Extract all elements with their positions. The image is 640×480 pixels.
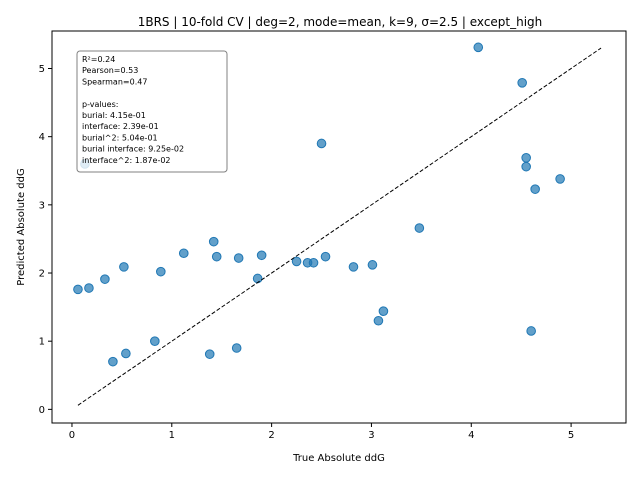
stats-box [76,50,228,173]
reference-line [77,47,602,406]
stats-line: interface: 2.39e-01 [82,122,159,131]
data-point-8 [150,336,160,346]
data-point-33 [530,184,540,194]
data-point-4 [100,274,110,284]
data-point-15 [233,253,244,263]
data-point-12 [208,236,219,247]
stats-line: R²=0.24 [82,55,115,64]
data-point-30 [521,153,531,163]
data-point-7 [121,348,131,359]
chart-title: 1BRS | 10-fold CV | deg=2, mode=mean, k=… [138,15,543,29]
data-point-23 [348,262,359,272]
stats-line: Spearman=0.47 [82,77,147,86]
y-tick-label: 3 [39,200,45,211]
data-point-34 [555,174,565,184]
data-point-17 [256,250,267,261]
stats-line: p-values: [82,100,118,109]
data-point-14 [231,343,242,353]
plot-area-frame [51,30,627,424]
stats-line: burial^2: 5.04e-01 [82,133,158,142]
y-tick-label: 5 [39,64,45,75]
x-tick-label: 4 [468,430,474,441]
data-point-21 [316,138,327,149]
data-point-13 [211,251,222,262]
data-point-26 [378,306,389,316]
x-tick-label: 3 [368,430,374,441]
data-point-1 [73,284,83,295]
y-tick-label: 4 [39,132,45,143]
y-tick-label: 0 [39,405,45,416]
stats-line: interface^2: 1.87e-02 [82,156,171,165]
x-tick-label: 0 [69,430,75,441]
data-point-29 [517,78,527,88]
x-tick-label: 2 [268,430,274,441]
data-point-31 [521,161,531,172]
data-point-18 [291,256,302,267]
data-point-24 [367,260,378,270]
data-point-27 [414,223,425,233]
data-point-11 [204,349,215,359]
data-point-6 [119,262,129,272]
y-tick-label: 1 [39,337,45,348]
data-point-20 [308,257,319,268]
data-point-9 [156,266,166,277]
y-axis-label: Predicted Absolute ddG [16,168,27,285]
data-point-2 [84,283,94,293]
y-tick-label: 2 [39,269,45,280]
data-point-25 [373,315,384,326]
data-point-10 [178,248,189,259]
data-point-16 [252,273,263,284]
x-axis-label: True Absolute ddG [292,453,385,464]
data-point-22 [320,251,331,262]
data-point-28 [473,42,484,53]
x-tick-label: 1 [169,430,175,441]
stats-line: Pearson=0.53 [82,66,138,75]
data-point-5 [108,356,118,367]
stats-line: burial interface: 9.25e-02 [82,145,184,154]
data-point-32 [526,326,536,336]
stats-line: burial: 4.15e-01 [82,111,146,120]
x-tick-label: 5 [568,430,574,441]
